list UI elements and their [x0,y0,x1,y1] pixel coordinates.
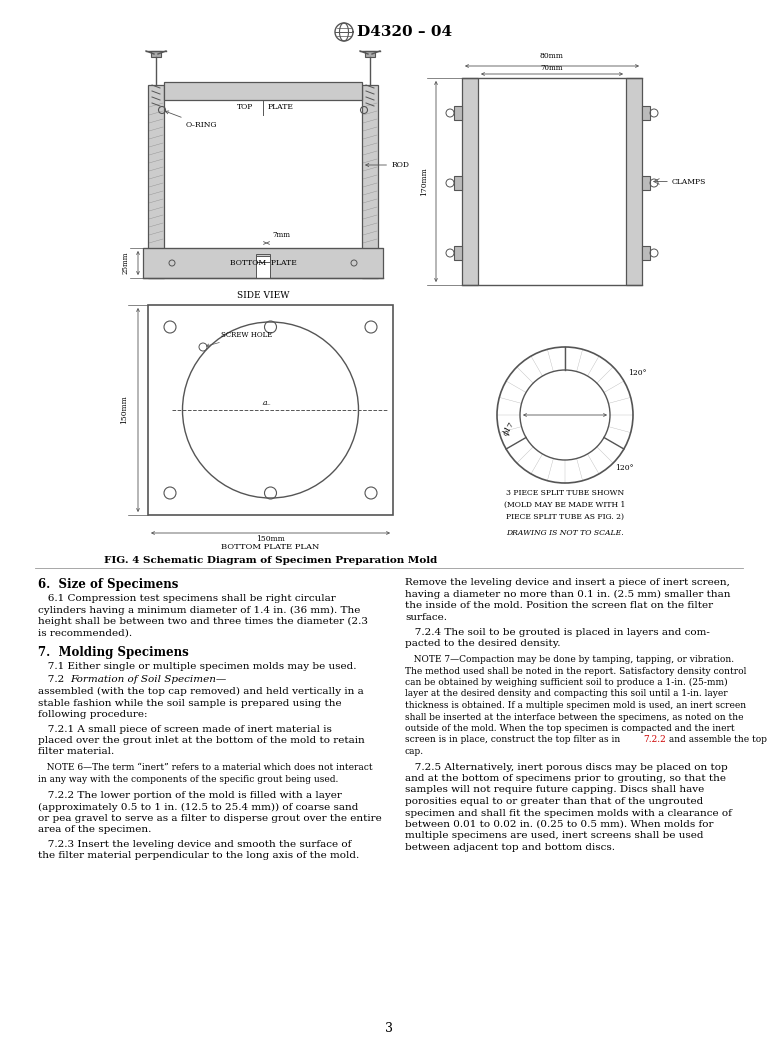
Text: thickness is obtained. If a multiple specimen mold is used, an inert screen: thickness is obtained. If a multiple spe… [405,701,746,710]
Bar [454,176,462,191]
Text: 6.  Size of Specimens: 6. Size of Specimens [38,578,178,591]
Text: 7.2: 7.2 [38,676,68,685]
Text: 80mm: 80mm [540,52,564,60]
Text: surface.: surface. [405,612,447,621]
Bar [151,51,161,57]
Bar [164,82,362,100]
Text: stable fashion while the soil sample is prepared using the: stable fashion while the soil sample is … [38,699,342,708]
Text: BOTTOM  PLATE: BOTTOM PLATE [230,259,296,266]
Text: PIECE SPLIT TUBE AS FIG. 2): PIECE SPLIT TUBE AS FIG. 2) [506,513,624,520]
Bar [148,305,393,515]
Text: following procedure:: following procedure: [38,710,148,719]
Text: placed over the grout inlet at the bottom of the mold to retain: placed over the grout inlet at the botto… [38,736,365,745]
Text: in any way with the components of the specific grout being used.: in any way with the components of the sp… [38,775,338,784]
Text: The method used shall be noted in the report. Satisfactory density control: The method used shall be noted in the re… [405,666,746,676]
Bar [642,176,650,191]
Text: D4320 – 04: D4320 – 04 [357,25,452,39]
Text: 150mm: 150mm [120,396,128,425]
Text: samples will not require future capping. Discs shall have: samples will not require future capping.… [405,786,704,794]
Text: 7.2.1 A small piece of screen made of inert material is: 7.2.1 A small piece of screen made of in… [38,725,332,734]
Text: the inside of the mold. Position the screen flat on the filter: the inside of the mold. Position the scr… [405,601,713,610]
Text: 25mm: 25mm [122,252,130,274]
Text: O–RING: O–RING [166,111,218,129]
Text: 7.1 Either single or multiple specimen molds may be used.: 7.1 Either single or multiple specimen m… [38,662,356,671]
Text: 7.2.4 The soil to be grouted is placed in layers and com-: 7.2.4 The soil to be grouted is placed i… [405,628,710,637]
Text: having a diameter no more than 0.1 in. (2.5 mm) smaller than: having a diameter no more than 0.1 in. (… [405,589,731,599]
Text: and at the bottom of specimens prior to grouting, so that the: and at the bottom of specimens prior to … [405,775,726,783]
Text: 120°: 120° [628,369,647,377]
Text: 170mm: 170mm [420,167,428,196]
Text: Formation of Soil Specimen—: Formation of Soil Specimen— [70,676,226,685]
Bar [365,51,375,57]
Text: screen is in place, construct the top filter as in: screen is in place, construct the top fi… [405,736,620,744]
Bar [148,85,164,278]
Text: ROD: ROD [366,161,410,169]
Text: or pea gravel to serve as a filter to disperse grout over the entire: or pea gravel to serve as a filter to di… [38,814,382,823]
Bar [454,106,462,120]
Text: the filter material perpendicular to the long axis of the mold.: the filter material perpendicular to the… [38,852,359,861]
Bar [143,248,383,278]
Text: height shall be between two and three times the diameter (2.3: height shall be between two and three ti… [38,617,368,626]
Text: DRAWING IS NOT TO SCALE.: DRAWING IS NOT TO SCALE. [506,529,624,537]
Text: is recommended).: is recommended). [38,629,132,637]
Text: BOTTOM PLATE PLAN: BOTTOM PLATE PLAN [221,543,320,551]
Text: (MOLD MAY BE MADE WITH 1: (MOLD MAY BE MADE WITH 1 [504,501,626,509]
Text: (approximately 0.5 to 1 in. (12.5 to 25.4 mm)) of coarse sand: (approximately 0.5 to 1 in. (12.5 to 25.… [38,803,359,812]
Text: specimen and shall fit the specimen molds with a clearance of: specimen and shall fit the specimen mold… [405,809,732,817]
Text: 7mm: 7mm [272,231,290,239]
Text: PLATE: PLATE [268,103,294,111]
Text: ϕ17: ϕ17 [502,421,517,437]
Text: 7.2.5 Alternatively, inert porous discs may be placed on top: 7.2.5 Alternatively, inert porous discs … [405,762,727,771]
Text: and assemble the top: and assemble the top [666,736,767,744]
Bar [454,246,462,260]
Text: multiple specimens are used, inert screens shall be used: multiple specimens are used, inert scree… [405,832,703,840]
Bar [362,85,378,278]
Bar [626,78,642,285]
Text: 150mm: 150mm [256,535,285,543]
Text: 7.2.2 The lower portion of the mold is filled with a layer: 7.2.2 The lower portion of the mold is f… [38,791,342,799]
Text: can be obtained by weighing sufficient soil to produce a 1-in. (25-mm): can be obtained by weighing sufficient s… [405,678,727,687]
Text: CLAMPS: CLAMPS [672,178,706,185]
Text: FIG. 4 Schematic Diagram of Specimen Preparation Mold: FIG. 4 Schematic Diagram of Specimen Pre… [104,556,437,565]
Text: 7.2.2: 7.2.2 [643,736,666,744]
Text: NOTE 7—Compaction may be done by tamping, tapping, or vibration.: NOTE 7—Compaction may be done by tamping… [405,655,734,664]
Text: filter material.: filter material. [38,747,114,757]
Text: assembled (with the top cap removed) and held vertically in a: assembled (with the top cap removed) and… [38,687,364,696]
Text: pacted to the desired density.: pacted to the desired density. [405,639,560,649]
Text: 6.1 Compression test specimens shall be right circular: 6.1 Compression test specimens shall be … [38,594,336,603]
Text: a: a [262,399,267,407]
Bar [642,106,650,120]
Text: 3 PIECE SPLIT TUBE SHOWN: 3 PIECE SPLIT TUBE SHOWN [506,489,624,497]
Text: porosities equal to or greater than that of the ungrouted: porosities equal to or greater than that… [405,797,703,806]
Bar [256,256,270,278]
Text: Remove the leveling device and insert a piece of inert screen,: Remove the leveling device and insert a … [405,578,730,587]
Text: between 0.01 to 0.02 in. (0.25 to 0.5 mm). When molds for: between 0.01 to 0.02 in. (0.25 to 0.5 mm… [405,820,713,829]
Text: NOTE 6—The term “inert” refers to a material which does not interact: NOTE 6—The term “inert” refers to a mate… [38,763,373,772]
Text: 7.2.3 Insert the leveling device and smooth the surface of: 7.2.3 Insert the leveling device and smo… [38,840,352,849]
Text: area of the specimen.: area of the specimen. [38,826,152,835]
Text: 120°: 120° [615,464,633,472]
Text: cylinders having a minimum diameter of 1.4 in. (36 mm). The: cylinders having a minimum diameter of 1… [38,606,360,614]
Text: cap.: cap. [405,747,424,756]
Bar [256,254,270,262]
Bar [642,246,650,260]
Text: SCREW HOLE: SCREW HOLE [206,331,272,347]
Text: between adjacent top and bottom discs.: between adjacent top and bottom discs. [405,843,615,852]
Text: outside of the mold. When the top specimen is compacted and the inert: outside of the mold. When the top specim… [405,723,734,733]
Text: ̶ ̶ ̶ ̶: ̶ ̶ ̶ ̶ [265,402,271,407]
Text: 7.  Molding Specimens: 7. Molding Specimens [38,646,189,659]
Text: TOP: TOP [237,103,253,111]
Text: SIDE VIEW: SIDE VIEW [237,291,289,301]
Text: layer at the desired density and compacting this soil until a 1-in. layer: layer at the desired density and compact… [405,689,727,699]
Bar [462,78,478,285]
Text: 70mm: 70mm [541,64,563,72]
Text: shall be inserted at the interface between the specimens, as noted on the: shall be inserted at the interface betwe… [405,712,744,721]
Text: 3: 3 [385,1021,393,1035]
